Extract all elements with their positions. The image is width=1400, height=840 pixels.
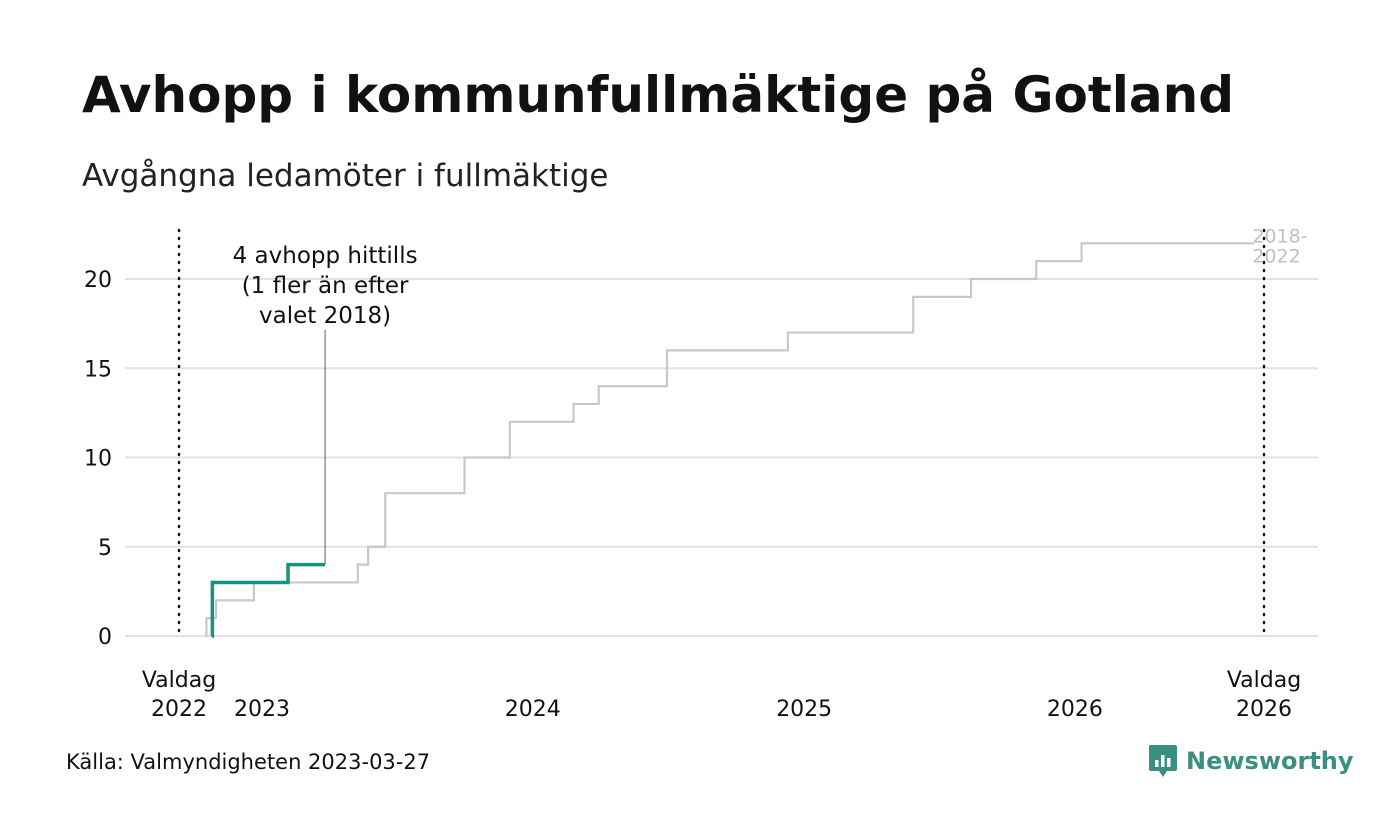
y-tick-label-5: 5 — [98, 536, 112, 561]
annotation-text-2: valet 2018) — [259, 303, 391, 329]
newsworthy-logo-icon — [1149, 745, 1177, 777]
x-tick-label-0-1: 2022 — [151, 697, 207, 722]
chart-title: Avhopp i kommunfullmäktige på Gotland — [82, 66, 1235, 124]
series-label-2018-2022-0: 2018- — [1252, 225, 1307, 247]
y-tick-label-10: 10 — [84, 447, 112, 472]
series-label-2018-2022-1: 2022 — [1252, 245, 1300, 267]
source-note: Källa: Valmyndigheten 2023-03-27 — [66, 750, 431, 774]
y-tick-label-15: 15 — [84, 357, 112, 382]
series-line-2018-2022 — [205, 242, 1255, 638]
x-tick-label-2-0: 2024 — [505, 697, 561, 722]
x-tick-label-5-1: 2026 — [1236, 697, 1292, 722]
brand-name: Newsworthy — [1186, 747, 1354, 775]
x-tick-label-3-0: 2025 — [776, 697, 832, 722]
annotation-text-0: 4 avhopp hittills — [233, 243, 418, 269]
y-tick-label-0: 0 — [98, 625, 112, 650]
x-tick-label-5-0: Valdag — [1227, 668, 1301, 693]
x-tick-label-0-0: Valdag — [142, 668, 216, 693]
y-tick-label-20: 20 — [84, 268, 112, 293]
chart-subtitle: Avgångna ledamöter i fullmäktige — [82, 158, 609, 194]
x-tick-label-1-0: 2023 — [234, 697, 290, 722]
x-tick-label-4-0: 2026 — [1047, 697, 1103, 722]
brand-logo: Newsworthy — [1148, 743, 1354, 779]
series-line-current — [210, 562, 326, 638]
annotation-text-1: (1 fler än efter — [242, 273, 409, 299]
